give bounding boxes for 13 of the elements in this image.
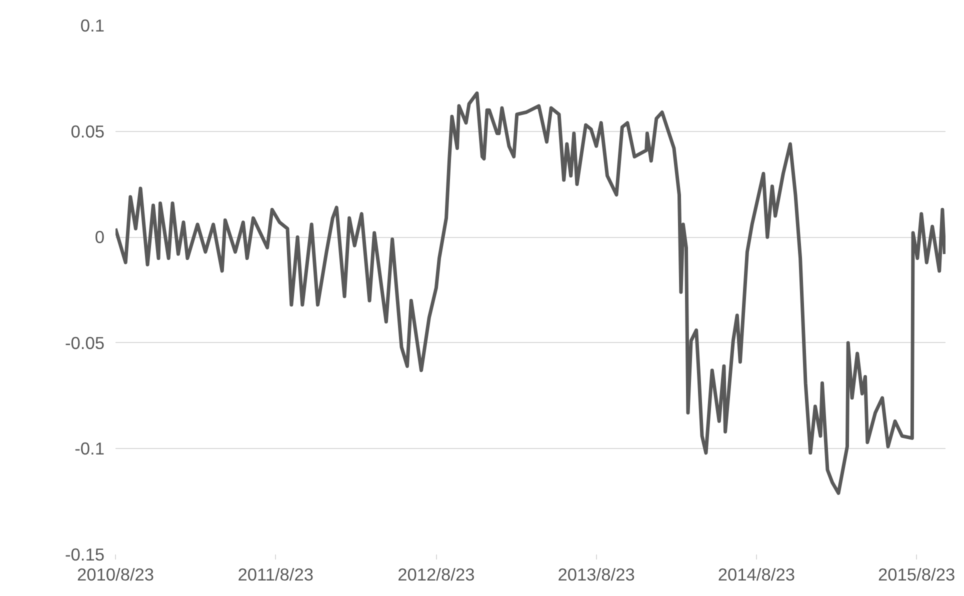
y-tick-label: -0.1	[74, 438, 104, 459]
x-tick-label: 2012/8/23	[398, 564, 475, 584]
x-tick-label: 2010/8/23	[76, 564, 154, 584]
y-tick-label: 0.1	[80, 16, 105, 36]
x-tick-label: 2015/8/23	[878, 564, 956, 584]
y-tick-label: 0	[94, 227, 105, 248]
y-tick-label: -0.05	[65, 332, 105, 353]
x-tick-label: 2014/8/23	[718, 564, 795, 584]
y-tick-label: 0.05	[70, 121, 105, 142]
x-tick-label: 2013/8/23	[558, 564, 635, 584]
y-tick-label: -0.15	[65, 544, 105, 564]
line-series	[116, 91, 946, 495]
x-tick-label: 2011/8/23	[238, 564, 314, 584]
